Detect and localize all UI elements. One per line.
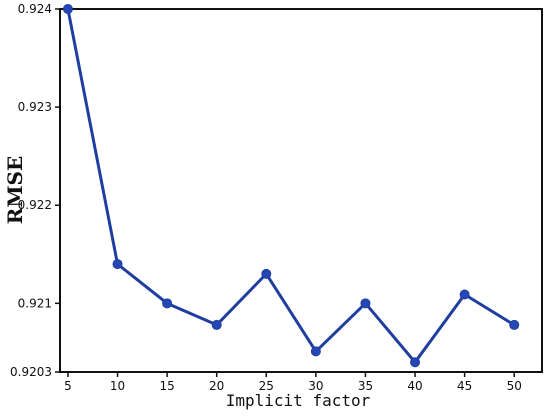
y-tick-label-2: 0.922 xyxy=(18,198,52,212)
rmse-points xyxy=(62,4,520,368)
x-tick-label-7: 40 xyxy=(407,379,422,393)
x-tick-label-8: 45 xyxy=(457,379,472,393)
y-axis-label: RMSE xyxy=(3,156,27,224)
data-point-9 xyxy=(509,319,520,330)
x-tick-label-4: 25 xyxy=(259,379,274,393)
data-point-3 xyxy=(211,319,222,330)
data-point-1 xyxy=(112,259,123,270)
data-point-8 xyxy=(459,289,470,300)
x-tick-label-0: 5 xyxy=(64,379,72,393)
x-tick-label-1: 10 xyxy=(110,379,125,393)
y-tick-label-4: 0.924 xyxy=(18,2,52,16)
x-tick-label-6: 35 xyxy=(358,379,373,393)
data-point-5 xyxy=(310,346,321,357)
data-point-0 xyxy=(62,4,73,14)
y-tick-label-1: 0.921 xyxy=(18,296,52,310)
data-point-6 xyxy=(360,298,371,309)
x-tick-label-2: 15 xyxy=(159,379,174,393)
data-point-4 xyxy=(261,268,272,279)
y-tick-label-0: 0.9203 xyxy=(10,365,52,379)
y-axis-ticks: 0.9203 0.921 0.922 0.923 0.924 xyxy=(10,2,60,379)
y-tick-label-3: 0.923 xyxy=(18,100,52,114)
data-point-2 xyxy=(162,298,173,309)
x-tick-label-3: 20 xyxy=(209,379,224,393)
x-axis-label: Implicit factor xyxy=(226,391,371,410)
x-tick-label-9: 50 xyxy=(507,379,522,393)
data-point-7 xyxy=(410,357,421,368)
x-axis-ticks: 5 10 15 20 25 30 35 40 45 50 xyxy=(64,372,522,393)
x-tick-label-5: 30 xyxy=(308,379,323,393)
rmse-line xyxy=(66,7,516,364)
plot-frame xyxy=(59,8,543,373)
